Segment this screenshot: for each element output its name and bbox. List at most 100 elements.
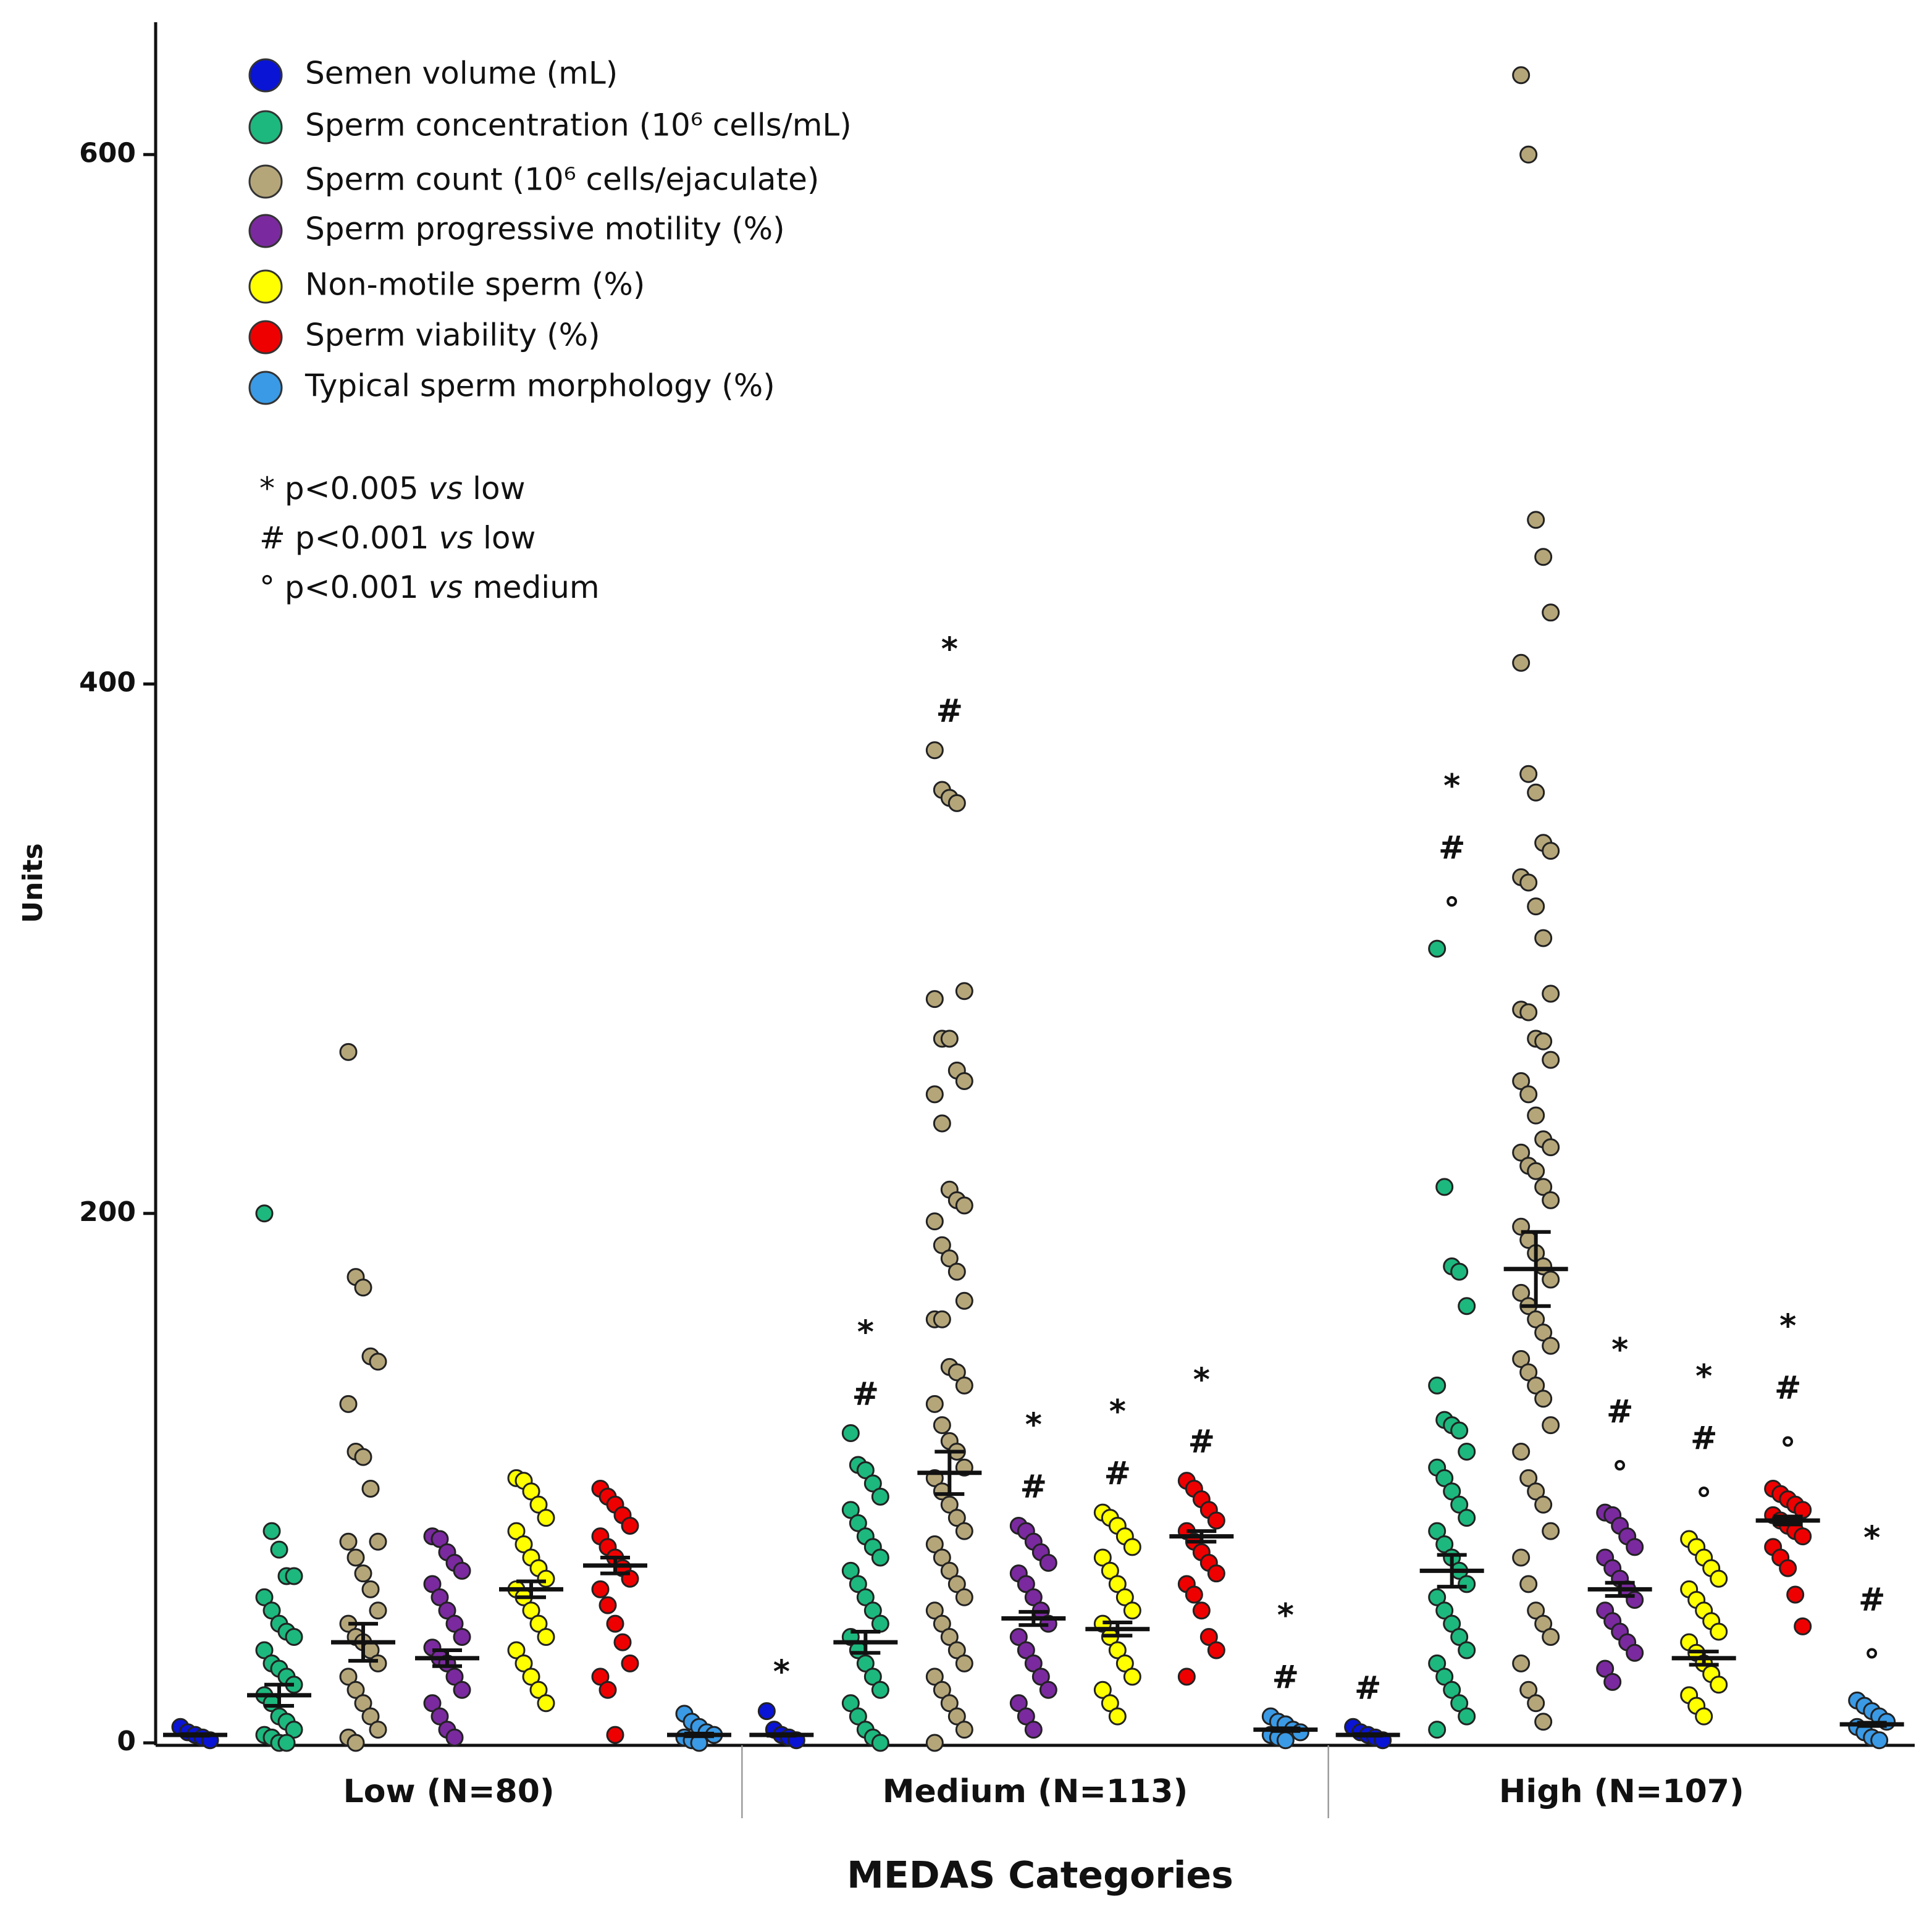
note-part: low <box>473 520 536 556</box>
data-point <box>1710 1676 1728 1694</box>
data-point <box>1519 1469 1538 1487</box>
data-point <box>1207 1641 1225 1659</box>
significance-marker: # <box>1606 1393 1634 1430</box>
data-point <box>1450 1495 1469 1514</box>
data-point <box>1710 1622 1728 1641</box>
data-point <box>1527 783 1545 802</box>
data-point <box>1626 1538 1644 1556</box>
data-point <box>1512 1548 1531 1567</box>
data-point <box>529 1614 548 1633</box>
data-point <box>361 1480 380 1498</box>
data-point <box>1101 1694 1119 1713</box>
data-point <box>361 1707 380 1726</box>
data-point <box>1458 1575 1476 1593</box>
data-point <box>514 1654 533 1672</box>
data-point <box>947 1363 966 1382</box>
data-point <box>1542 1336 1560 1355</box>
data-point <box>1108 1575 1127 1593</box>
data-point <box>262 1522 281 1540</box>
data-point <box>346 1734 365 1752</box>
significance-marker: # <box>1858 1581 1886 1618</box>
data-point <box>339 1532 358 1551</box>
note-part: vs <box>439 520 473 556</box>
data-point <box>871 1548 889 1567</box>
data-point <box>1534 1614 1553 1633</box>
data-point <box>1870 1731 1889 1750</box>
data-point <box>1794 1617 1812 1635</box>
data-point <box>955 1522 973 1540</box>
note-part: medium <box>463 569 599 605</box>
data-point <box>1534 929 1553 947</box>
significance-marker: * <box>1779 1308 1796 1345</box>
data-point <box>453 1628 471 1647</box>
significance-marker: * <box>941 631 958 668</box>
data-point <box>1534 1495 1553 1514</box>
data-point <box>613 1633 632 1651</box>
data-point <box>1115 1588 1134 1606</box>
data-point <box>591 1580 610 1598</box>
data-point <box>1024 1721 1043 1739</box>
data-point <box>339 1043 358 1061</box>
data-point <box>598 1596 617 1614</box>
significance-marker: * <box>1863 1519 1880 1556</box>
significance-marker: * <box>773 1654 790 1691</box>
y-tick-label: 0 <box>117 1726 136 1757</box>
data-point <box>1450 1628 1469 1647</box>
data-point <box>1519 873 1538 892</box>
x-tick-label: Medium (N=113) <box>883 1773 1188 1810</box>
data-point <box>1512 1143 1531 1162</box>
data-point <box>955 1588 973 1606</box>
significance-marker: * <box>1025 1407 1042 1444</box>
legend-label: Typical sperm morphology (%) <box>304 368 775 404</box>
data-point <box>354 1694 372 1713</box>
note-part: low <box>463 471 525 506</box>
x-axis-label: MEDAS Categories <box>847 1854 1233 1897</box>
data-point <box>255 1641 274 1659</box>
note: * p<0.005 vs low <box>259 471 525 506</box>
data-point <box>285 1567 303 1585</box>
data-point <box>1527 1694 1545 1713</box>
significance-marker: ° <box>1444 891 1460 928</box>
significance-marker: * <box>1443 768 1460 805</box>
data-point <box>925 741 944 760</box>
data-point <box>947 1509 966 1527</box>
data-point <box>445 1668 464 1686</box>
data-point <box>1123 1668 1141 1686</box>
data-point <box>871 1734 889 1752</box>
data-point <box>955 982 973 1001</box>
data-point <box>1542 1522 1560 1540</box>
note-part: vs <box>429 471 463 506</box>
data-point <box>1276 1731 1295 1750</box>
legend-label: Sperm progressive motility (%) <box>305 211 785 247</box>
data-point <box>1458 1707 1476 1726</box>
data-point <box>369 1601 387 1620</box>
data-point <box>537 1569 555 1588</box>
data-point <box>1519 145 1538 164</box>
data-point <box>871 1614 889 1633</box>
data-point <box>514 1535 533 1554</box>
significance-marker: # <box>1272 1659 1300 1696</box>
data-point <box>1527 1482 1545 1501</box>
data-point <box>423 1694 442 1713</box>
data-point <box>1435 1535 1454 1554</box>
data-point <box>430 1530 449 1548</box>
data-point <box>1512 66 1531 85</box>
data-point <box>339 1395 358 1413</box>
significance-marker: ° <box>1696 1482 1712 1519</box>
data-point <box>1435 1178 1454 1196</box>
data-point <box>1017 1707 1035 1726</box>
data-point <box>1428 1522 1447 1540</box>
data-point <box>1093 1548 1112 1567</box>
data-point <box>1779 1559 1797 1577</box>
significance-marker: # <box>1020 1469 1048 1506</box>
legend-swatch <box>248 320 283 355</box>
data-point <box>947 1707 966 1726</box>
data-point <box>1207 1564 1225 1583</box>
data-point <box>277 1734 296 1752</box>
data-point <box>841 1694 860 1713</box>
data-point <box>354 1564 372 1583</box>
data-point <box>871 1680 889 1699</box>
data-point <box>1512 1350 1531 1369</box>
